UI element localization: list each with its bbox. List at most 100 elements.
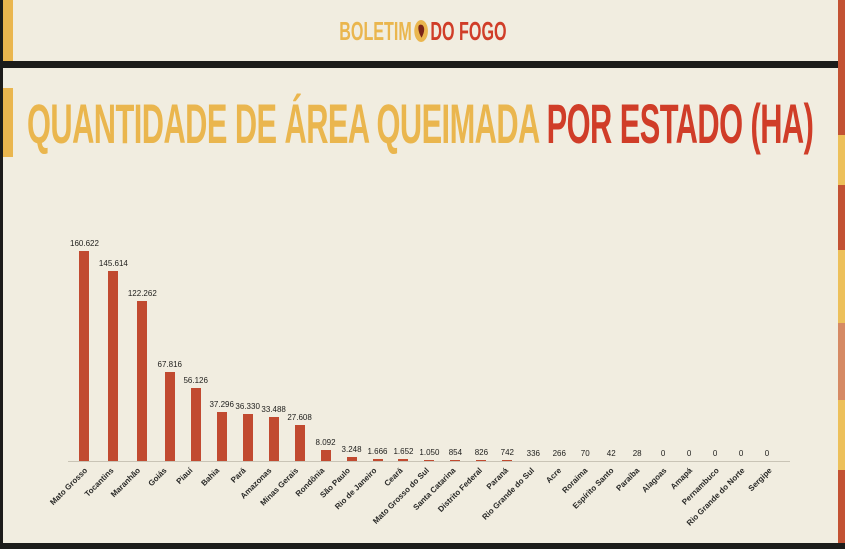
bar-column: 0 bbox=[754, 232, 780, 461]
bar-value-label: 37.296 bbox=[209, 400, 234, 410]
bar-column: 1.050 bbox=[416, 232, 442, 461]
divider-band bbox=[0, 61, 845, 68]
bar-chart: 160.622 145.614 122.262 67.816 56.126 37.296 3… bbox=[70, 232, 780, 461]
bar-value-label: 0 bbox=[712, 449, 718, 458]
bar-value-label: 826 bbox=[474, 447, 489, 457]
bar-column: 27.608 bbox=[287, 232, 313, 461]
bar-column: 8.092 bbox=[313, 232, 339, 461]
bar-value-label: 28 bbox=[632, 449, 642, 458]
bar bbox=[216, 412, 227, 461]
bar-value-label: 1.666 bbox=[367, 446, 388, 456]
bar-value-label: 266 bbox=[552, 449, 566, 458]
x-axis-label: Acre bbox=[543, 466, 563, 485]
bar bbox=[190, 387, 201, 461]
x-axis-label: Rio Grande do Sul bbox=[480, 466, 537, 522]
bar-column: 56.126 bbox=[183, 232, 209, 461]
bar-column: 145.614 bbox=[99, 232, 128, 461]
bar-column: 0 bbox=[676, 232, 702, 461]
x-axis-label: Piauí bbox=[174, 466, 195, 486]
bar bbox=[502, 460, 513, 461]
bar-value-label: 0 bbox=[660, 449, 666, 458]
logo-text-boletim: BOLETIM bbox=[338, 15, 412, 46]
bottom-band bbox=[0, 543, 845, 549]
x-axis-label: Maranhão bbox=[109, 466, 143, 500]
bar bbox=[372, 458, 383, 461]
bar-value-label: 0 bbox=[738, 449, 744, 458]
bar-value-label: 42 bbox=[606, 449, 616, 458]
left-accent-bar-top bbox=[3, 0, 13, 61]
bar-column: 0 bbox=[650, 232, 676, 461]
bar-value-label: 122.262 bbox=[127, 289, 157, 299]
bar-column: 0 bbox=[728, 232, 754, 461]
x-axis-label: Mato Grosso bbox=[48, 466, 90, 507]
bar-value-label: 1.652 bbox=[393, 446, 414, 456]
page-title: QUANTIDADE DE ÁREA QUEIMADA POR ESTADO (… bbox=[27, 96, 837, 152]
x-axis-labels: Mato Grosso Tocantins Maranhão Goiás Piauí Ba… bbox=[48, 464, 780, 534]
bar-column: 37.296 bbox=[209, 232, 235, 461]
bar-column: 854 bbox=[442, 232, 468, 461]
bar-value-label: 36.330 bbox=[235, 401, 260, 411]
bar-column: 826 bbox=[468, 232, 494, 461]
bar bbox=[476, 459, 487, 461]
bar bbox=[164, 372, 175, 461]
bar bbox=[242, 413, 253, 461]
bar bbox=[294, 424, 305, 461]
bar-column: 67.816 bbox=[157, 232, 183, 461]
right-striped-border bbox=[838, 0, 845, 549]
bar bbox=[137, 301, 148, 461]
bar-value-label: 854 bbox=[448, 447, 463, 457]
x-axis-label: Rio Grande do Norte bbox=[685, 466, 747, 528]
bar-column: 33.488 bbox=[261, 232, 287, 461]
bar-column: 28 bbox=[624, 232, 650, 461]
bar-value-label: 27.608 bbox=[287, 412, 312, 422]
logo: BOLETIM DO FOGO bbox=[339, 18, 506, 44]
bar-column: 742 bbox=[494, 232, 520, 461]
bar bbox=[268, 417, 279, 461]
bar-value-label: 742 bbox=[500, 448, 515, 457]
south-america-map-icon bbox=[413, 19, 428, 43]
x-axis-label: Bahia bbox=[199, 466, 222, 488]
bar bbox=[79, 251, 90, 461]
bar-value-label: 336 bbox=[526, 449, 540, 458]
bar-column: 336 bbox=[520, 232, 546, 461]
x-axis-label: Goiás bbox=[146, 466, 169, 489]
x-axis-label: Espírito Santo bbox=[570, 466, 616, 511]
bar bbox=[424, 459, 435, 461]
bar bbox=[450, 459, 461, 461]
bar-value-label: 0 bbox=[686, 449, 692, 458]
bar-column: 266 bbox=[546, 232, 572, 461]
x-axis-label: Sergipe bbox=[746, 466, 774, 494]
bar-column: 122.262 bbox=[128, 232, 157, 461]
bar-value-label: 67.816 bbox=[157, 360, 182, 370]
bar-value-label: 145.614 bbox=[98, 258, 128, 268]
bar-column: 0 bbox=[702, 232, 728, 461]
x-axis-line bbox=[68, 461, 790, 462]
x-axis-label: Distrito Federal bbox=[436, 466, 484, 514]
bar-value-label: 0 bbox=[764, 449, 770, 458]
bar-value-label: 33.488 bbox=[261, 405, 286, 415]
x-axis-label: Rio de Janeiro bbox=[333, 466, 379, 512]
bar bbox=[398, 458, 409, 461]
bar-value-label: 70 bbox=[580, 449, 590, 458]
x-axis-label: Rondônia bbox=[293, 466, 327, 499]
bar-column: 42 bbox=[598, 232, 624, 461]
bar-column: 3.248 bbox=[339, 232, 365, 461]
bar bbox=[108, 270, 119, 461]
bar-column: 70 bbox=[572, 232, 598, 461]
x-axis-label: Pará bbox=[228, 466, 248, 485]
bar bbox=[320, 450, 331, 461]
x-axis-label: Tocantins bbox=[83, 466, 116, 499]
bar-column: 160.622 bbox=[70, 232, 99, 461]
bar-column: 1.666 bbox=[365, 232, 391, 461]
bar-value-label: 56.126 bbox=[183, 375, 208, 385]
x-axis-label: Paraíba bbox=[614, 466, 642, 493]
bar-column: 36.330 bbox=[235, 232, 261, 461]
bar-value-label: 8.092 bbox=[315, 438, 336, 448]
logo-text-do-fogo: DO FOGO bbox=[430, 15, 507, 46]
bar-value-label: 3.248 bbox=[341, 444, 362, 454]
bar-column: 1.652 bbox=[390, 232, 416, 461]
header-banner: BOLETIM DO FOGO bbox=[0, 0, 845, 61]
title-gold-part: QUANTIDADE DE ÁREA QUEIMADA bbox=[27, 92, 547, 155]
bar-value-label: 1.050 bbox=[419, 447, 440, 457]
